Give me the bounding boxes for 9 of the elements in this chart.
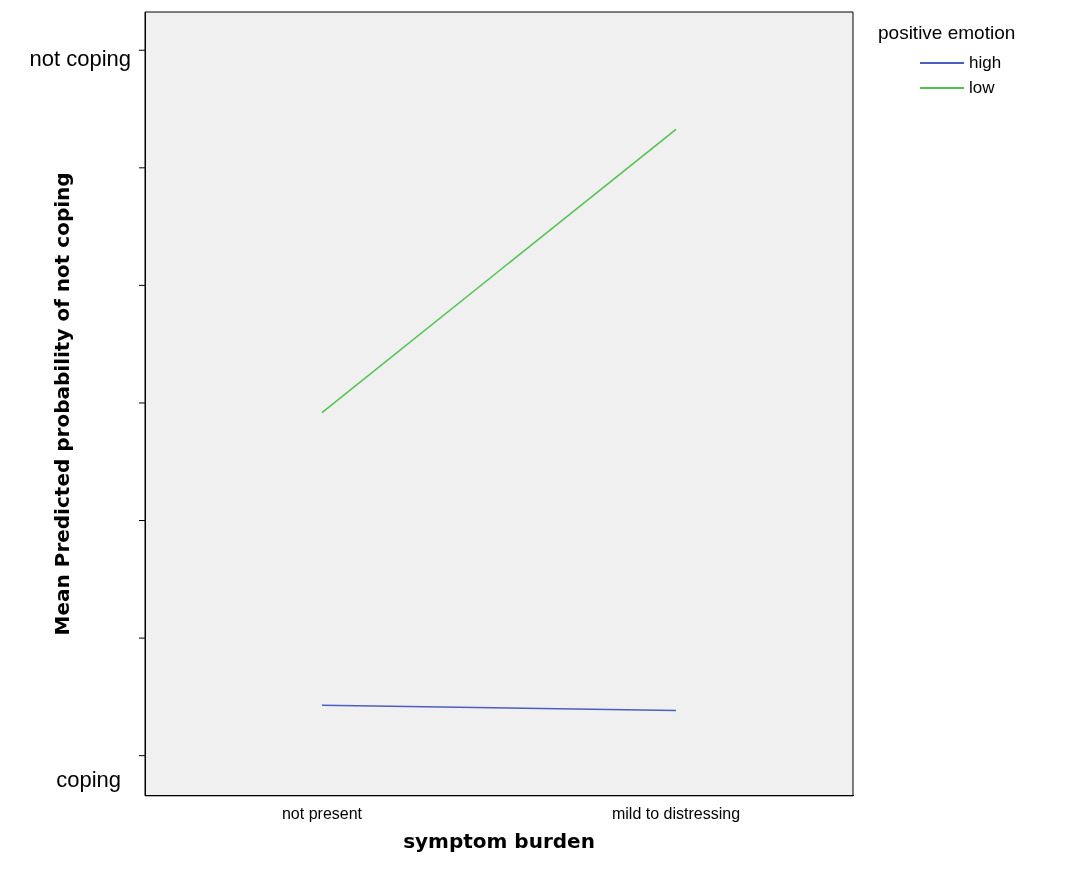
x-tick-label: mild to distressing (611, 804, 741, 822)
x-axis-title: symptom burden (403, 829, 595, 854)
legend-label: low (969, 77, 995, 98)
legend-title: positive emotion (878, 22, 1016, 44)
y-axis-title: Mean Predicted probability of not coping (50, 172, 75, 636)
legend-label: high (969, 52, 1002, 73)
text: not coping (29, 46, 131, 72)
text: coping (56, 766, 121, 792)
x-tick-label: not present (281, 804, 363, 822)
